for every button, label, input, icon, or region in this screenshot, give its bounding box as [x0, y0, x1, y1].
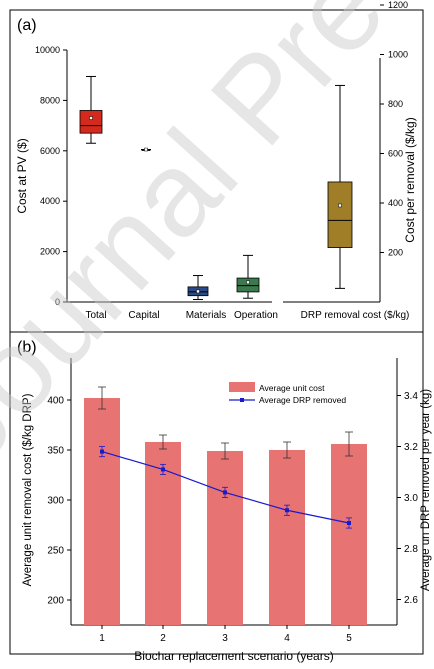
panel-b-x-tick-label: 4	[284, 633, 290, 644]
line-point	[100, 449, 104, 454]
panel-a-label: (a)	[17, 17, 37, 34]
panel-b-left-tick-label: 400	[47, 396, 64, 407]
box-mean	[89, 116, 93, 120]
legend-marker-drp	[240, 398, 244, 402]
panel-a-ylabel-left: Cost at PV ($)	[15, 138, 29, 213]
panel-a-left-tick-label: 6000	[40, 146, 60, 156]
panel-b-x-tick-label: 2	[160, 633, 166, 644]
box-1	[79, 75, 103, 144]
panel-b-right-tick-label: 3.2	[404, 442, 418, 453]
bar	[84, 398, 120, 625]
panel-b-x-tick-label: 3	[222, 633, 228, 644]
panel-b-left-tick-label: 250	[47, 546, 64, 557]
box-mean	[144, 147, 148, 152]
box-2	[141, 147, 151, 152]
panel-a-right-ticks: 200 400 600 800 1000 1200	[380, 0, 408, 258]
panel-b: (b) 200 250 300 350 400 2.6 2.8 3.0 3.2 3.4 1 2 3 4…	[9, 331, 432, 663]
box-iqr	[327, 181, 353, 248]
watermark: Journal Pre-proof	[0, 0, 434, 487]
panel-b-x-tick-label: 1	[99, 633, 105, 644]
panel-b-legend: Average unit cost Average DRP removed	[229, 382, 346, 405]
panel-b-left-tick-label: 300	[47, 496, 64, 507]
panel-b-right-tick-label: 2.6	[404, 595, 418, 606]
box-mean	[338, 203, 342, 208]
box-mean	[246, 280, 250, 285]
legend-label-unit-cost: Average unit cost	[259, 383, 325, 393]
panel-a-right-tick-label: 1200	[388, 0, 408, 10]
bar	[207, 451, 243, 625]
panel-a-right-tick-label: 1000	[388, 50, 408, 60]
panel-a-left-tick-label: 4000	[40, 196, 60, 206]
panel-a-left-tick-label: 0	[55, 297, 60, 307]
panel-a-right-tick-label: 200	[388, 248, 403, 258]
panel-b-right-tick-label: 3.0	[404, 493, 418, 504]
panel-a-right-tick-label: 800	[388, 99, 403, 109]
panel-b-x-ticks: 1 2 3 4 5	[99, 625, 352, 644]
bar	[331, 444, 367, 625]
box-iqr	[79, 110, 103, 134]
panel-b-bars	[84, 386, 367, 625]
legend-label-drp: Average DRP removed	[259, 395, 346, 405]
panel-a-right-tick-label: 400	[388, 198, 403, 208]
category-label-capital: Capital	[128, 310, 159, 321]
panel-b-xlabel: Biochar replacement scenario (years)	[134, 649, 333, 663]
category-label-materials: Materials	[186, 310, 227, 321]
panel-b-ylabel-left: Average unit removal cost ($/kg DRP)	[22, 393, 34, 586]
panel-b-right-ticks: 2.6 2.8 3.0 3.2 3.4	[397, 391, 418, 606]
box-mean	[196, 289, 200, 294]
panel-b-left-tick-label: 350	[47, 446, 64, 457]
panel-b-left-tick-label: 200	[47, 596, 64, 607]
panel-a-boxes	[79, 75, 353, 300]
line-point	[347, 521, 351, 525]
box-4	[236, 254, 260, 299]
panel-b-right-tick-label: 2.8	[404, 544, 418, 555]
box-iqr	[236, 277, 260, 293]
panel-b-label: (b)	[17, 339, 37, 356]
panel-a-right-tick-label: 600	[388, 149, 403, 159]
panel-a-left-ticks: 0 2000 4000 6000 8000 10000	[35, 45, 67, 307]
panel-a-left-tick-label: 2000	[40, 247, 60, 257]
line-point	[223, 490, 227, 495]
panel-b-frame	[9, 331, 424, 655]
panel-b-left-ticks: 200 250 300 350 400	[47, 396, 71, 607]
box-5	[327, 84, 353, 289]
panel-a-left-tick-label: 10000	[35, 45, 60, 55]
line-point	[285, 508, 289, 513]
category-label-operation: Operation	[234, 310, 278, 321]
legend-swatch-unit-cost	[229, 382, 255, 392]
panel-a: (a) 0 2000 4000 6000 8000 10000 200 400 600 800 1…	[9, 0, 424, 333]
box-3	[187, 275, 209, 300]
panel-b-ylabel-right: Average un DRP removed per year (kg)	[420, 389, 432, 591]
panel-a-left-tick-label: 8000	[40, 95, 60, 105]
panel-b-line	[99, 446, 352, 529]
bar	[269, 450, 305, 625]
category-label-total: Total	[85, 310, 106, 321]
line-point	[161, 467, 165, 472]
category-label-drp-removal: DRP removal cost ($/kg)	[301, 310, 410, 321]
panel-a-ylabel-right: Cost per removal ($/kg)	[403, 117, 417, 242]
panel-b-x-tick-label: 5	[346, 633, 352, 644]
panel-b-right-tick-label: 3.4	[404, 391, 418, 402]
